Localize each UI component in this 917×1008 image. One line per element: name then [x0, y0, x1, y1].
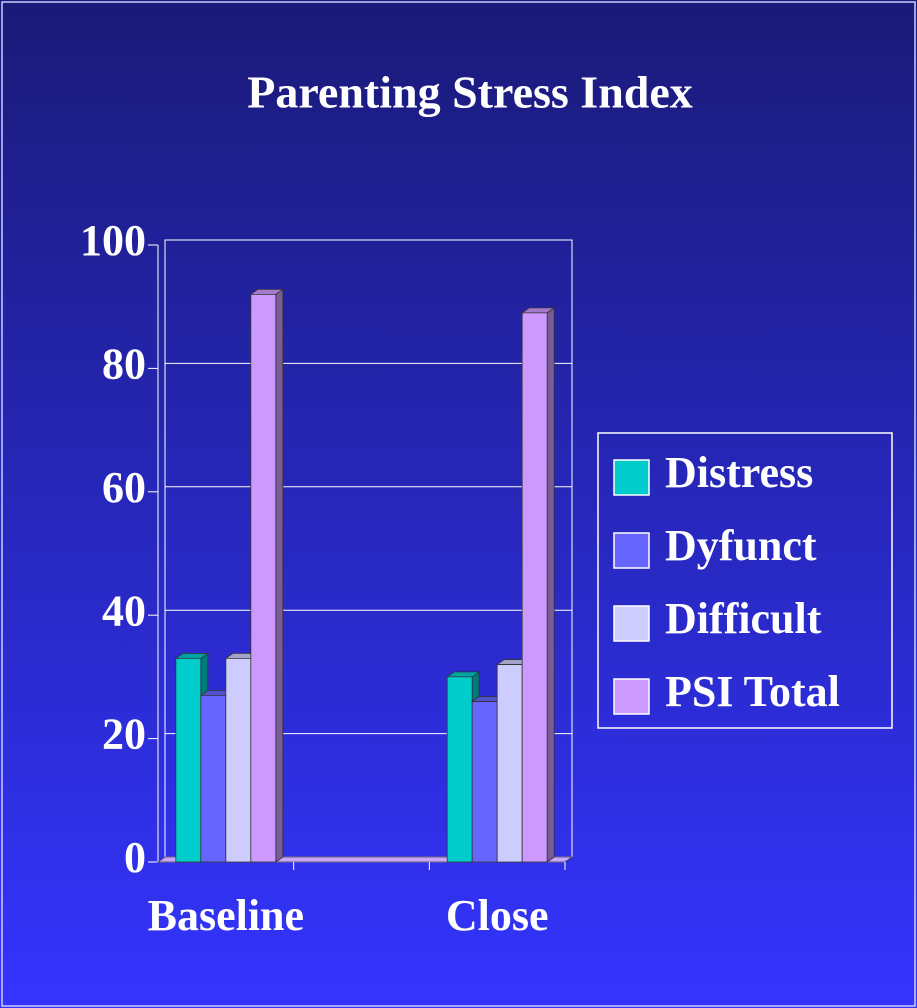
y-tick-label: 20	[102, 710, 146, 759]
y-tick-label: 80	[102, 339, 146, 388]
y-tick-label: 60	[102, 463, 146, 512]
legend-label: Dyfunct	[665, 521, 817, 570]
bar-face	[175, 657, 202, 863]
legend-box	[597, 432, 893, 729]
bar	[249, 288, 285, 863]
legend-swatch	[613, 678, 650, 715]
bar-face	[546, 307, 555, 863]
bar-face	[446, 676, 473, 863]
bar-face	[496, 664, 523, 863]
bar-face	[200, 695, 227, 863]
chart-title: Parenting Stress Index	[247, 67, 693, 118]
x-tick-label: Baseline	[148, 891, 304, 940]
y-tick-label: 100	[80, 216, 146, 265]
bar-face	[225, 657, 252, 863]
bar	[520, 307, 556, 863]
legend-swatch	[613, 459, 650, 496]
y-tick-label: 0	[124, 833, 146, 882]
bar-face	[521, 312, 548, 863]
legend-label: Distress	[665, 448, 813, 497]
x-tick-label: Close	[446, 891, 549, 940]
bar-face	[471, 701, 498, 863]
bar-face	[275, 288, 284, 863]
legend-swatch	[613, 532, 650, 569]
bar-face	[250, 293, 277, 863]
legend-swatch	[613, 605, 650, 642]
legend-label: Difficult	[665, 594, 822, 643]
legend-label: PSI Total	[665, 667, 840, 716]
y-tick-label: 40	[102, 586, 146, 635]
